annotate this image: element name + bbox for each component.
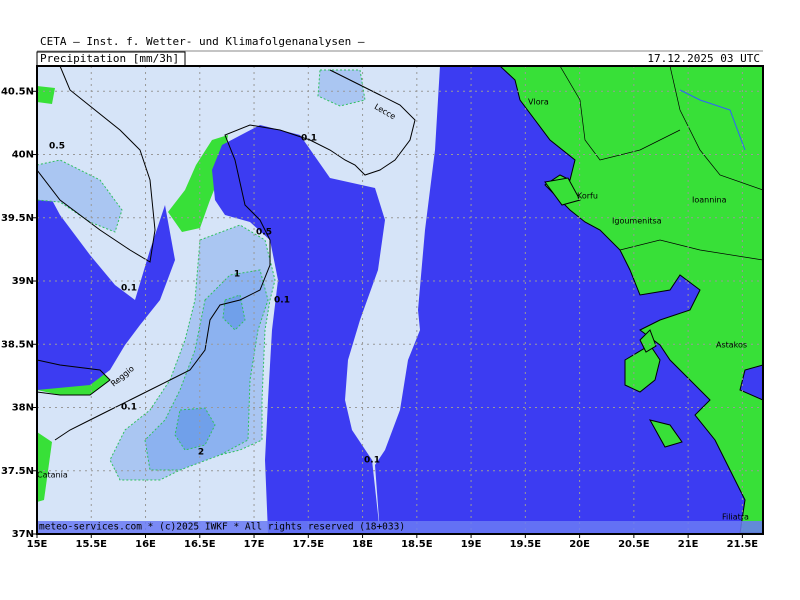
precip-2 [174,294,246,451]
lon-tick-label: 21.5E [727,539,759,550]
product-label: Precipitation [mm/3h] [40,52,179,65]
dry-sea [37,125,385,533]
lon-tick-label: 15.5E [76,539,108,550]
lat-tick-label: 39.5N [1,213,34,224]
footer: meteo-services.com * (c)2025 IWKF * All … [39,522,405,533]
lon-tick-label: 20E [569,539,590,550]
contour-label: 0.5 [256,228,272,238]
place-label: Korfu [577,192,598,201]
lon-tick-label: 18E [352,539,373,550]
contour-label: 0.5 [49,142,65,152]
lat-tick-label: 39N [12,276,34,287]
place-label: Astakos [716,341,747,350]
lon-tick-label: 19.5E [510,539,542,550]
lat-tick-label: 40.5N [1,86,34,97]
contour-label: 0.1 [301,134,317,144]
lon-tick-label: 17E [244,539,265,550]
contour-label: 0.1 [274,296,290,306]
map-frame [36,65,764,535]
lon-tick-label: 17.5E [293,539,325,550]
lat-tick-label: 37N [12,529,34,540]
valid-time: 17.12.2025 03 UTC [647,52,760,65]
lat-tick-label: 40N [12,150,34,161]
ticks: 15E 15.5E 16E 16.5E 17E 17.5E 18E 18.5E 19E 19.5E… [1,86,758,550]
lat-tick-label: 37.5N [1,466,34,477]
contour-label: 1 [234,270,240,280]
lon-tick-label: 16E [135,539,156,550]
land [499,66,763,534]
lat-tick-label: 38.5N [1,339,34,350]
place-label: Ioannina [692,196,727,205]
place-label: Vlora [528,98,549,107]
place-label: Catania [37,471,68,480]
contour-label: 0.1 [121,403,137,413]
lon-tick-label: 18.5E [401,539,433,550]
header-title: CETA – Inst. f. Wetter- und Klimafolgena… [40,35,365,48]
lon-tick-label: 16.5E [184,539,216,550]
lon-tick-label: 20.5E [618,539,650,550]
grid [37,66,763,534]
contour-label: 0.1 [121,284,137,294]
lon-tick-label: 21E [678,539,699,550]
lon-tick-label: 15E [27,539,48,550]
place-label: Filiatra [722,513,749,522]
lat-tick-label: 38N [12,403,34,414]
footer-bar [37,521,763,534]
lon-tick-label: 19E [461,539,482,550]
place-label: Igoumenitsa [612,217,662,226]
contour-label: 2 [198,448,204,458]
contour-label: 0.1 [364,456,380,466]
map-area: VloraLecceKorfuIgoumenitsaIoanninaAstako… [37,66,763,534]
coastline [37,66,763,441]
contour-labels: 0.5 0.1 0.5 1 0.1 0.1 0.1 2 0.1 [49,134,380,466]
